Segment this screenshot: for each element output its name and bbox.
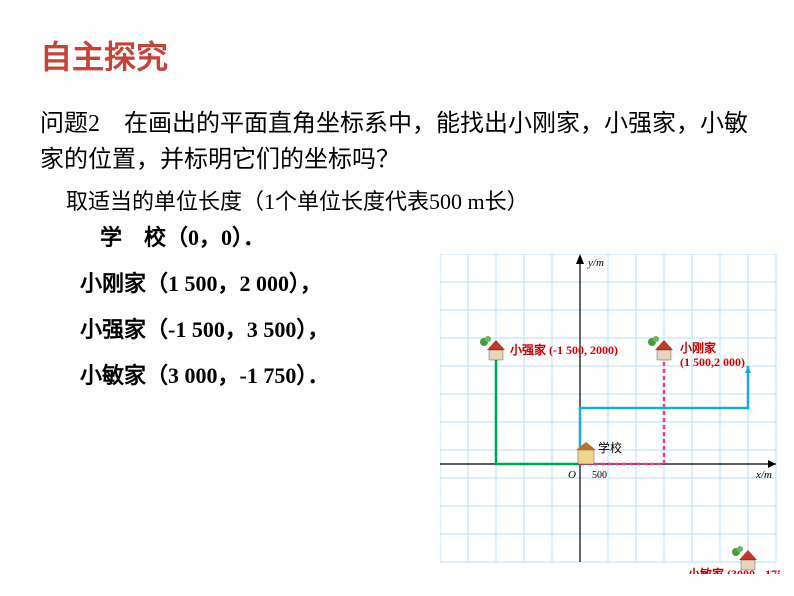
question-text: 问题2 在画出的平面直角坐标系中，能找出小刚家，小强家，小敏家的位置，并标明它们… bbox=[40, 106, 754, 178]
svg-text:500: 500 bbox=[592, 470, 607, 481]
svg-text:小刚家: 小刚家 bbox=[680, 340, 717, 355]
svg-text:小敏家 (3000, -1750): 小敏家 (3000, -1750) bbox=[688, 566, 780, 574]
note-text: 取适当的单位长度（1个单位长度代表500 m长） bbox=[66, 184, 754, 216]
svg-text:x/m: x/m bbox=[755, 469, 772, 481]
svg-text:y/m: y/m bbox=[587, 257, 604, 269]
item-school: 学 校（0，0）． bbox=[100, 220, 754, 252]
svg-text:小强家 (-1 500, 2000): 小强家 (-1 500, 2000) bbox=[510, 342, 618, 357]
chart-svg: y/m x/m O 500 小强家 (-1 500, 2000) 小刚家(1 500,2 … bbox=[440, 254, 780, 574]
page-title: 自主探究 bbox=[40, 32, 754, 78]
svg-text:学校: 学校 bbox=[598, 440, 622, 455]
svg-text:(1 500,2 000): (1 500,2 000) bbox=[680, 355, 745, 369]
coordinate-chart: y/m x/m O 500 小强家 (-1 500, 2000) 小刚家(1 500,2 … bbox=[440, 254, 780, 574]
svg-text:O: O bbox=[568, 469, 576, 481]
